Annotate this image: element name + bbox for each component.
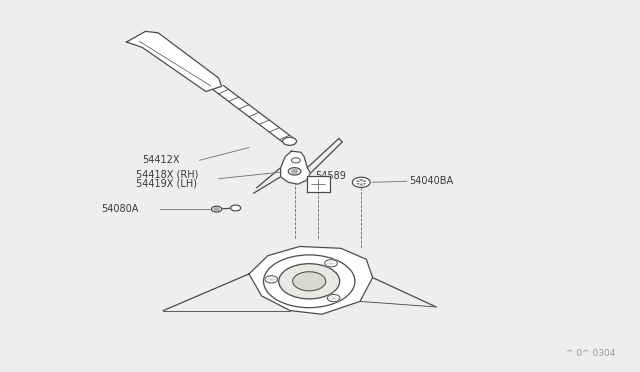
Polygon shape [127,31,221,92]
Polygon shape [307,176,330,192]
Circle shape [211,206,221,212]
Text: 54419X (LH): 54419X (LH) [136,178,197,188]
Circle shape [265,276,278,283]
Circle shape [283,137,296,145]
Circle shape [291,170,298,173]
Text: ^ 0^ 0304: ^ 0^ 0304 [566,349,615,358]
Circle shape [279,264,340,299]
Circle shape [327,295,340,302]
Circle shape [353,177,370,187]
Polygon shape [281,151,310,184]
Circle shape [214,208,219,211]
Text: 54040BA: 54040BA [409,176,453,186]
Circle shape [292,272,326,291]
Polygon shape [249,247,372,314]
Circle shape [264,255,355,308]
Text: 54080A: 54080A [101,204,138,214]
Text: 54412X: 54412X [142,155,180,165]
Text: 54418X (RH): 54418X (RH) [136,169,198,179]
Circle shape [291,158,300,163]
Circle shape [230,205,241,211]
Circle shape [288,168,301,175]
Circle shape [324,260,337,267]
Text: 54589: 54589 [315,171,346,181]
Polygon shape [214,86,294,144]
Circle shape [356,180,365,185]
